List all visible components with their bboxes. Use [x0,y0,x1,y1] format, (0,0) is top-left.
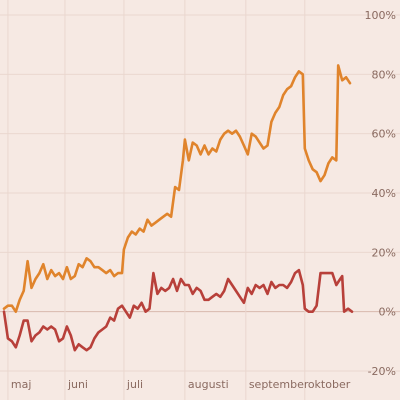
x-axis: maj juni juli augusti september oktober [11,378,351,391]
series-line-2 [2,268,354,352]
y-tick-label: -20% [368,365,396,378]
y-tick-label: 100% [365,9,396,22]
series-line-1 [2,64,352,313]
y-tick-label: 0% [379,306,396,319]
x-tick-label: juli [126,378,143,391]
y-tick-label: 40% [372,187,396,200]
y-tick-label: 80% [372,68,396,81]
y-axis: 100% 80% 60% 40% 20% 0% -20% [365,9,396,378]
x-tick-label: augusti [188,378,229,391]
x-tick-label: oktober [308,378,351,391]
x-tick-label: juni [67,378,88,391]
x-tick-label: september [249,378,309,391]
series-group [2,64,354,352]
y-tick-label: 20% [372,246,396,259]
y-tick-label: 60% [372,128,396,141]
x-tick-label: maj [11,378,32,391]
